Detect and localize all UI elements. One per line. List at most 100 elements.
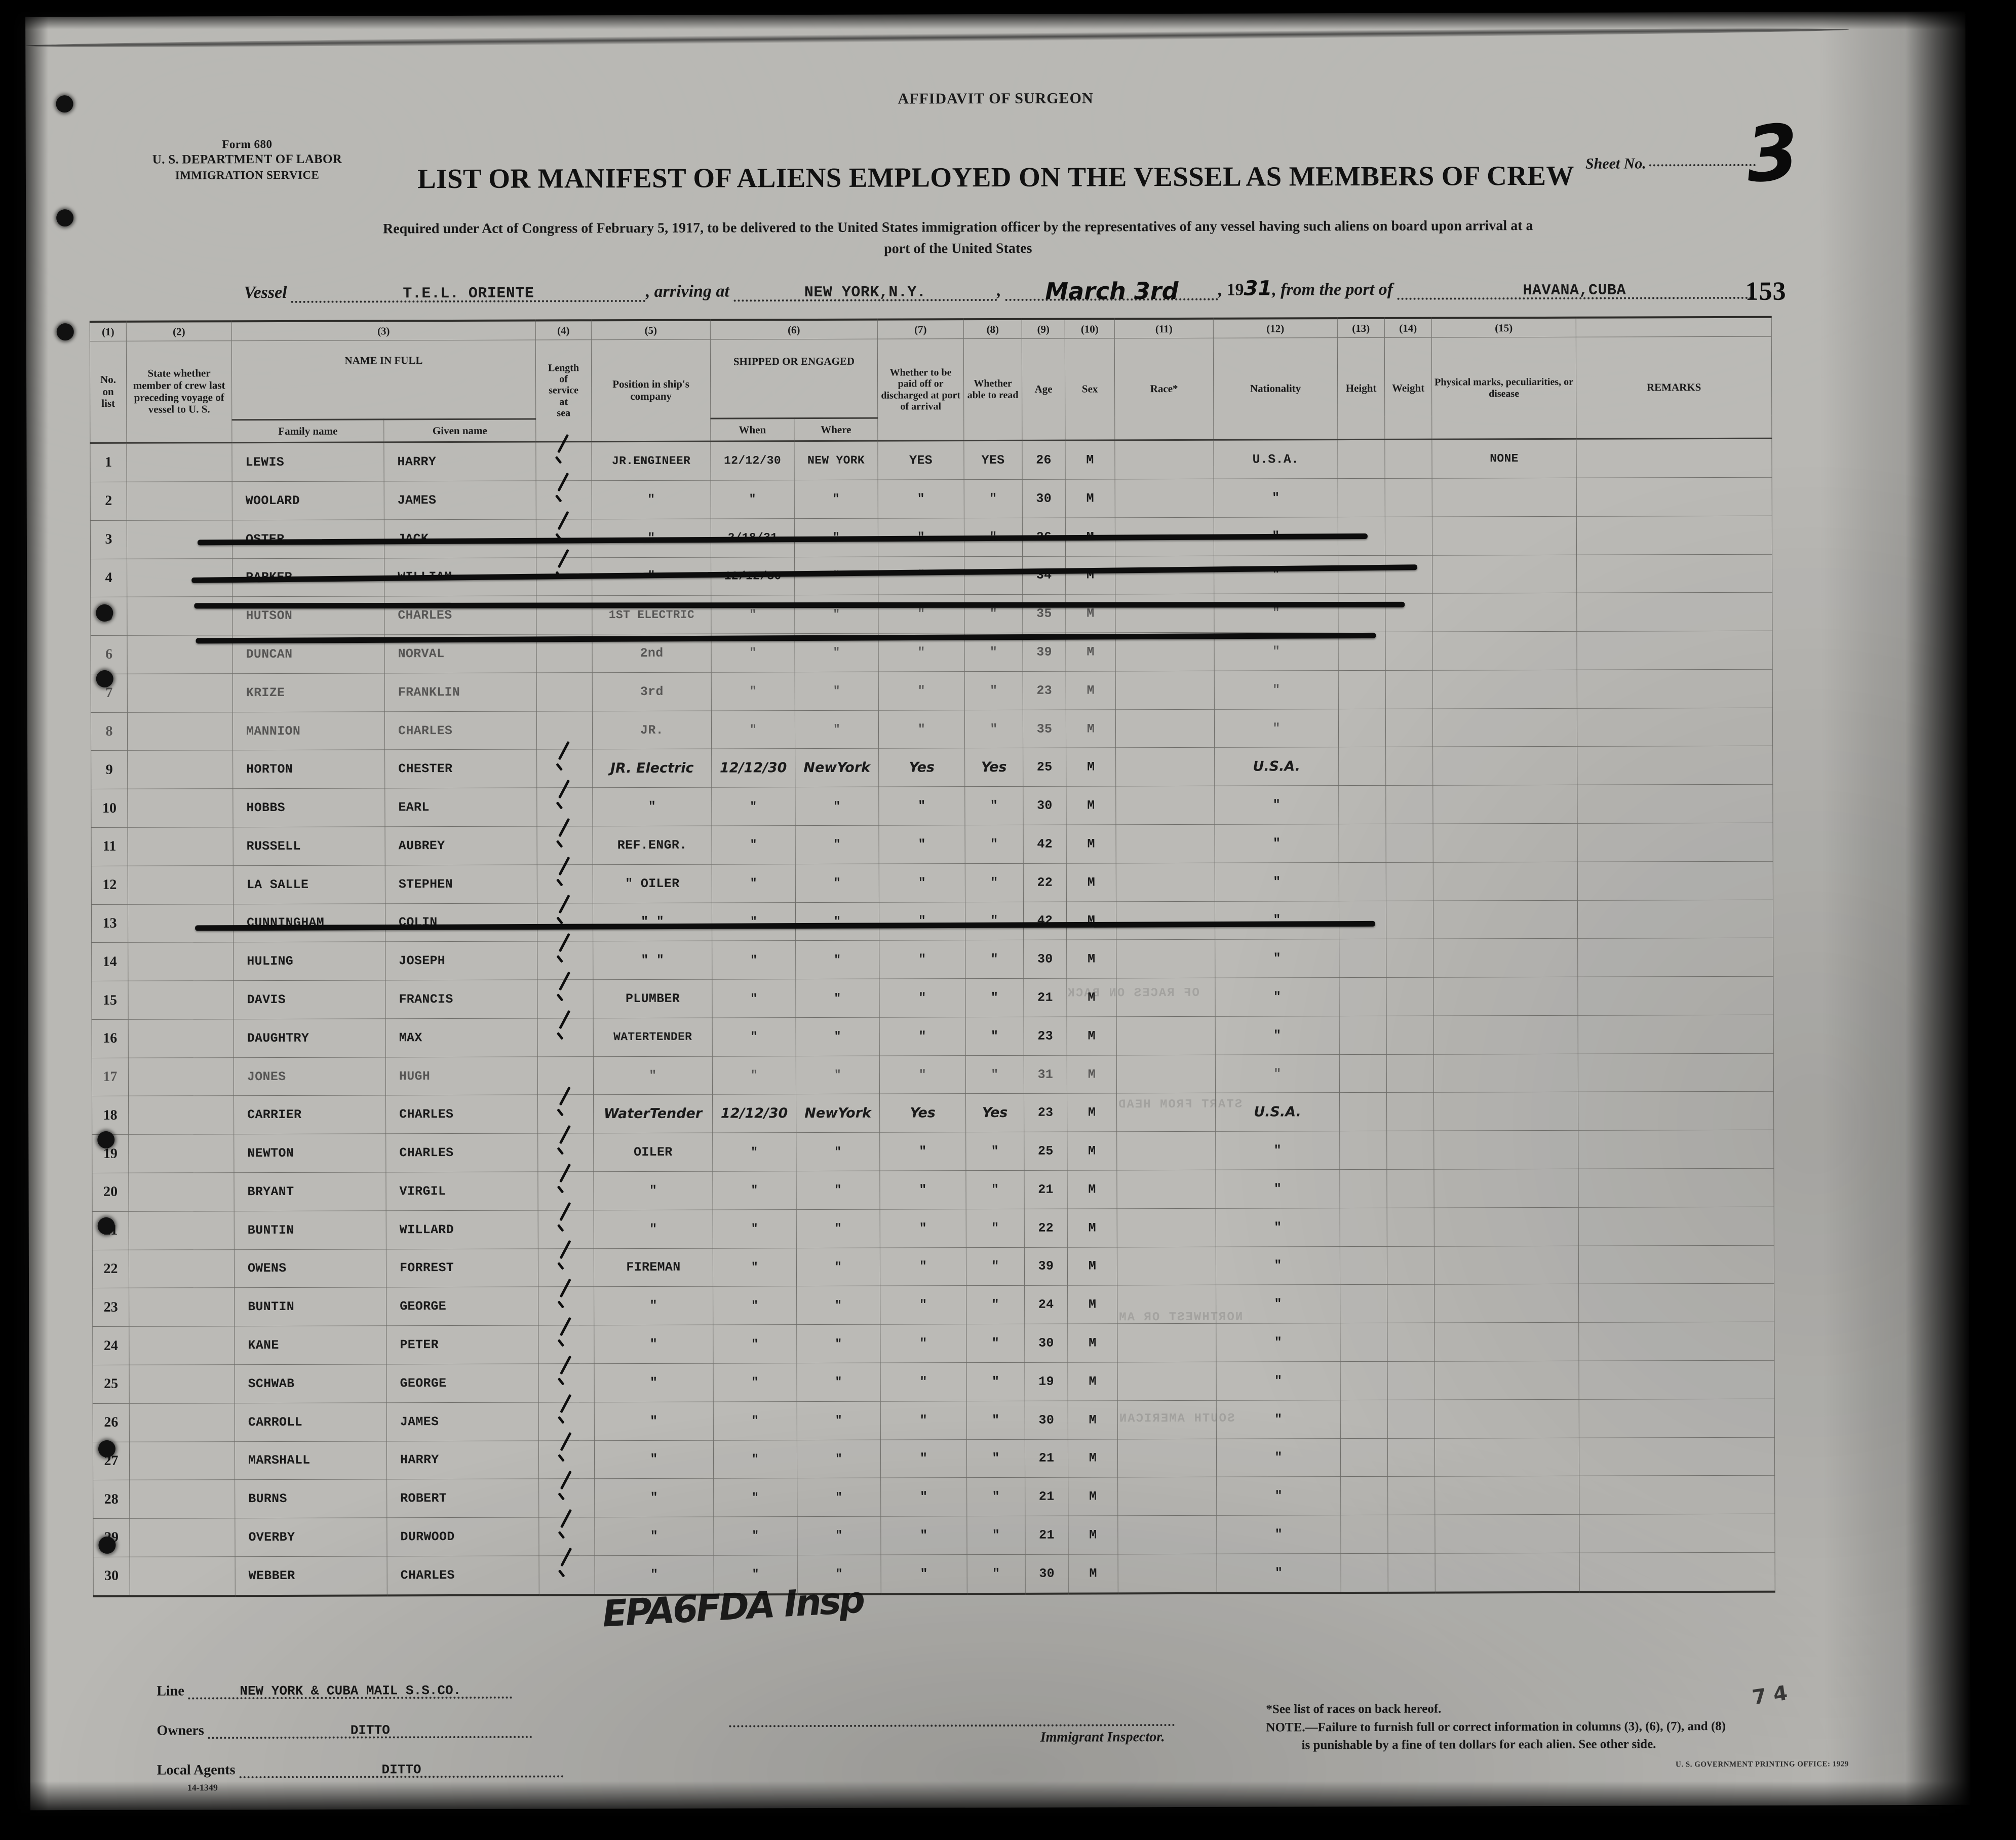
height [1340, 1400, 1388, 1439]
table-row[interactable]: 25 SCHWAB GEORGE " " " " " 19 M " [92, 1360, 1775, 1404]
row-number: 12 [91, 866, 128, 905]
table-body: 1 LEWIS HARRY JR.ENGINEER 12/12/30 NEW YORK YE… [90, 438, 1775, 1596]
table-row[interactable]: 12 LA SALLE STEPHEN " OILER " " " " 22 M " [91, 861, 1773, 905]
remarks [1576, 515, 1772, 555]
shipped-when: " [711, 595, 795, 634]
paid-off-at-arrival: " [880, 1439, 967, 1478]
table-row[interactable]: 21BUNTINWILLARD"""""22M" [92, 1207, 1774, 1250]
column-label-row: No. on list State whether member of crew… [90, 336, 1772, 443]
table-row[interactable]: 20 BRYANT VIRGIL " " " " " 21 M " [92, 1168, 1774, 1212]
shipped-where: " [796, 1132, 880, 1171]
race [1117, 1477, 1217, 1516]
physical-marks [1435, 1399, 1579, 1438]
sex: M [1066, 786, 1116, 825]
length-of-service-checkmark [539, 1555, 595, 1595]
table-row[interactable]: 15 DAVIS FRANCIS PLUMBER " " " " 21 M " [91, 976, 1774, 1020]
position-in-ship: " [594, 1286, 713, 1325]
nationality: " [1216, 1476, 1341, 1516]
table-row[interactable]: 1 LEWIS HARRY JR.ENGINEER 12/12/30 NEW YORK YE… [90, 438, 1772, 482]
sex: M [1065, 594, 1115, 633]
given-name: STEPHEN [385, 864, 537, 904]
table-row[interactable]: 23 BUNTIN GEORGE " " " " " 24 M " [92, 1283, 1774, 1327]
able-to-read: " [967, 1554, 1026, 1594]
table-row[interactable]: 7 KRIZE FRANKLIN 3rd " " " " 23 M " [91, 669, 1773, 713]
prior-voyage [127, 788, 234, 828]
position-in-ship: " [594, 1363, 714, 1402]
able-to-read: " [965, 940, 1024, 979]
weight [1384, 439, 1432, 479]
shipped-when: " [713, 1248, 797, 1287]
nationality: " [1215, 824, 1339, 863]
able-to-read: Yes [965, 1093, 1024, 1132]
table-row[interactable]: 18 CARRIER CHARLES WaterTender 12/12/30 NewYo… [92, 1091, 1774, 1135]
position-in-ship: " [594, 1209, 713, 1249]
row-number: 6 [90, 635, 128, 674]
table-row[interactable]: 14 HULING JOSEPH " " " " " " 30 M " [91, 938, 1773, 981]
table-row[interactable]: 19 NEWTON CHARLES OILER " " " " 25 M " [92, 1130, 1774, 1173]
age: 31 [1024, 1055, 1067, 1094]
colnum-6: (6) [710, 319, 878, 340]
table-row[interactable]: 27 MARSHALL HARRY " " " " " 21 M " [93, 1437, 1775, 1480]
family-name: RUSSELL [233, 826, 385, 866]
table-row[interactable]: 30 WEBBER CHARLES " " " " " 30 M " [93, 1552, 1775, 1596]
punch-hole [98, 1536, 116, 1554]
age: 21 [1024, 1170, 1068, 1209]
table-row[interactable]: 29OVERBYDURWOOD"""""21M" [93, 1514, 1775, 1557]
length-of-service-checkmark [537, 1133, 594, 1172]
table-row[interactable]: 5HUTSONCHARLES1ST ELECTRIC""""35M" [90, 592, 1772, 636]
shipped-when: " [712, 1056, 796, 1095]
table-row[interactable]: 8 MANNION CHARLES JR. " " " " 35 M " [91, 707, 1773, 751]
length-of-service-checkmark [537, 941, 593, 980]
shipped-when: " [712, 940, 796, 980]
table-row[interactable]: 13 CUNNINGHAM COLIN " " " " " " 42 M " [91, 899, 1773, 943]
race [1116, 1016, 1216, 1055]
given-name: CHARLES [384, 596, 536, 635]
table-row[interactable]: 2 WOOLARD JAMES " " " " " 30 M " [90, 477, 1772, 521]
shipped-where: " [795, 979, 880, 1018]
table-row[interactable]: 16 DAUGHTRY MAX WATERTENDER " " " " 23 M " [92, 1015, 1774, 1058]
weight [1387, 1399, 1435, 1438]
given-name: VIRGIL [385, 1172, 538, 1211]
row-number: 25 [92, 1365, 130, 1404]
nationality: " [1215, 1054, 1340, 1093]
family-name: NEWTON [234, 1134, 386, 1173]
race [1115, 747, 1215, 787]
sex: M [1066, 671, 1116, 710]
colnum-8: (8) [963, 319, 1022, 339]
table-row[interactable]: 26 CARROLL JAMES " " " " " 30 M " [93, 1398, 1775, 1442]
manifest-paper-sheet: OF RACES ON BACK START FROM HEAD NORTHWE… [25, 11, 1970, 1811]
table-row[interactable]: 24 KANE PETER " " " " " 30 M " [92, 1322, 1774, 1365]
age: 35 [1023, 709, 1066, 748]
age: 21 [1025, 1439, 1068, 1478]
vessel-name-slot: T.E.L. ORIENTE [291, 282, 646, 303]
position-in-ship: JR.ENGINEER [591, 441, 711, 481]
height [1339, 939, 1386, 978]
shipped-when: " [712, 1132, 796, 1172]
table-row[interactable]: 9 HORTON CHESTER JR. Electric 12/12/30 NewYor… [91, 746, 1773, 789]
race [1117, 1362, 1217, 1401]
height [1340, 1246, 1387, 1285]
age: 25 [1024, 1132, 1067, 1171]
race [1117, 1208, 1216, 1247]
table-row[interactable]: 22 OWENS FORREST FIREMAN " " " " 39 M " [92, 1245, 1774, 1288]
row-number: 23 [92, 1288, 129, 1327]
shipped-where: " [797, 1401, 881, 1440]
table-row[interactable]: 17 JONES HUGH " " " " " 31 M " [92, 1053, 1774, 1096]
row-number: 10 [91, 789, 128, 828]
length-of-service-checkmark [537, 979, 594, 1018]
table-row[interactable]: 10 HOBBS EARL " " " " " 30 M " [91, 784, 1773, 828]
family-name: LEWIS [231, 442, 384, 482]
age: 22 [1023, 863, 1067, 902]
nationality: " [1214, 709, 1339, 748]
given-name: WILLARD [386, 1210, 538, 1249]
remarks [1578, 1168, 1774, 1208]
table-row[interactable]: 11 RUSSELL AUBREY REF.ENGR. " " " " 42 M " [91, 823, 1773, 866]
prior-voyage [127, 481, 232, 521]
physical-marks [1432, 746, 1577, 786]
nationality: " [1214, 670, 1339, 709]
shipped-when: " [713, 1516, 798, 1555]
row-number: 2 [90, 482, 127, 521]
table-row[interactable]: 28 BURNS ROBERT " " " " " 21 M " [93, 1475, 1775, 1519]
checkmark-icon [554, 1255, 577, 1278]
race [1118, 1554, 1217, 1594]
